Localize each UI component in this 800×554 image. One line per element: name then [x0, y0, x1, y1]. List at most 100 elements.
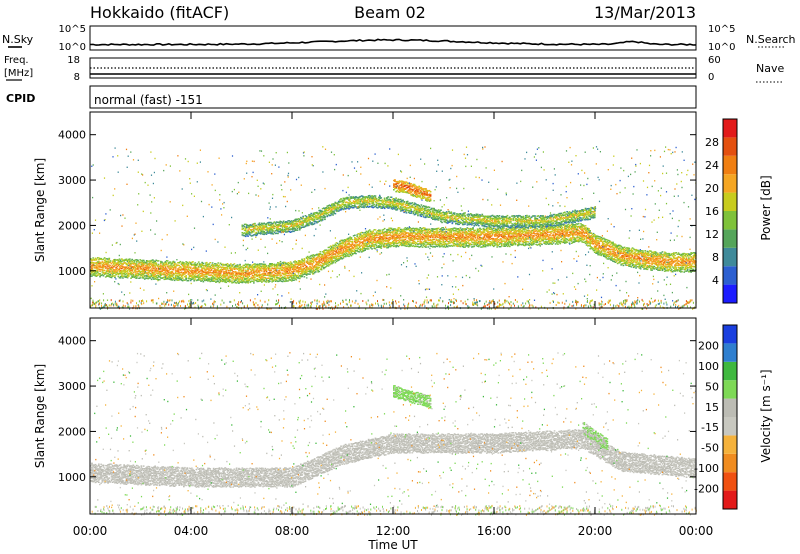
- echo-cell: [114, 269, 116, 272]
- echo-cell: [389, 237, 392, 239]
- echo-cell: [316, 267, 318, 269]
- freq-label-1: Freq.: [4, 55, 29, 66]
- echo-cell: [253, 263, 255, 265]
- echo-cell: [160, 272, 162, 275]
- echo-cell: [305, 256, 308, 259]
- echo-cell: [204, 273, 207, 275]
- echo-cell: [187, 268, 190, 270]
- echo-cell: [528, 229, 531, 232]
- freq-label-2: [MHz]: [4, 68, 33, 79]
- echo-cell: [194, 276, 197, 278]
- echo-cell: [387, 245, 389, 247]
- echo-cell: [184, 271, 186, 273]
- echo-cell: [93, 266, 96, 268]
- echo-cell: [171, 268, 174, 271]
- echo-cell: [482, 238, 485, 240]
- echo-cell: [134, 264, 137, 266]
- echo-cell: [160, 271, 162, 274]
- echo-cell: [341, 258, 344, 260]
- echo-cell: [222, 263, 224, 265]
- echo-cell: [172, 269, 175, 271]
- echo-cell: [181, 268, 184, 270]
- echo-cell: [388, 242, 391, 244]
- echo-cell: [403, 231, 405, 233]
- echo-cell: [398, 241, 401, 243]
- echo-cell: [379, 238, 381, 240]
- echo-cell: [258, 273, 261, 275]
- echo-cell: [184, 276, 186, 278]
- echo-cell: [344, 251, 347, 253]
- echo-cell: [344, 242, 347, 244]
- echo-cell: [407, 235, 410, 237]
- echo-cell: [153, 261, 155, 264]
- echo-cell: [410, 243, 412, 245]
- echo-cell: [374, 237, 377, 239]
- echo-cell: [286, 264, 288, 266]
- noise-panel-frame: [89, 25, 697, 51]
- echo-cell: [344, 244, 347, 246]
- echo-cell: [254, 279, 256, 281]
- echo-cell: [200, 275, 202, 277]
- echo-cell: [104, 262, 107, 264]
- echo-cell: [367, 243, 370, 245]
- echo-cell: [239, 273, 241, 276]
- echo-cell: [234, 278, 237, 280]
- echo-cell: [371, 245, 373, 247]
- noise-right-tick-bottom: 10^0: [708, 42, 735, 53]
- echo-cell: [404, 227, 407, 229]
- echo-cell: [404, 238, 407, 241]
- echo-cell: [253, 272, 255, 274]
- echo-cell: [262, 265, 264, 267]
- echo-cell: [140, 263, 143, 265]
- echo-cell: [300, 263, 302, 266]
- echo-cell: [386, 237, 388, 239]
- echo-cell: [323, 267, 325, 270]
- echo-cell: [305, 271, 308, 273]
- echo-cell: [205, 267, 208, 269]
- echo-cell: [331, 258, 333, 261]
- echo-cell: [403, 239, 405, 241]
- echo-cell: [397, 230, 400, 232]
- echo-cell: [147, 272, 150, 274]
- echo-cell: [309, 271, 311, 273]
- echo-cell: [267, 273, 270, 275]
- echo-cell: [311, 270, 314, 272]
- echo-cell: [134, 268, 137, 270]
- echo-cell: [122, 259, 124, 261]
- echo-cell: [258, 280, 261, 282]
- echo-cell: [380, 238, 383, 240]
- echo-cell: [226, 265, 229, 267]
- echo-cell: [92, 257, 94, 259]
- echo-cell: [317, 260, 319, 263]
- echo-cell: [279, 267, 282, 269]
- echo-cell: [341, 244, 344, 246]
- echo-cell: [364, 249, 366, 251]
- echo-cell: [228, 267, 231, 270]
- echo-cell: [183, 272, 185, 275]
- echo-cell: [194, 271, 197, 273]
- echo-cell: [568, 229, 571, 231]
- echo-cell: [393, 233, 395, 235]
- echo-cell: [320, 257, 323, 259]
- echo-cell: [131, 276, 133, 278]
- echo-cell: [404, 235, 407, 237]
- echo-cell: [397, 239, 400, 242]
- echo-cell: [266, 267, 269, 269]
- echo-cell: [133, 259, 136, 262]
- echo-cell: [335, 260, 338, 262]
- echo-cell: [160, 262, 162, 264]
- echo-cell: [411, 229, 414, 231]
- echo-cell: [230, 280, 232, 283]
- echo-cell: [247, 272, 249, 274]
- echo-cell: [311, 254, 314, 256]
- echo-cell: [337, 259, 340, 261]
- echo-cell: [424, 245, 426, 248]
- echo-cell: [146, 266, 148, 268]
- echo-cell: [391, 231, 394, 233]
- echo-cell: [169, 274, 171, 276]
- echo-cell: [169, 276, 171, 279]
- echo-cell: [289, 279, 292, 281]
- echo-cell: [317, 254, 319, 256]
- echo-cell: [368, 236, 371, 238]
- echo-cell: [188, 276, 191, 278]
